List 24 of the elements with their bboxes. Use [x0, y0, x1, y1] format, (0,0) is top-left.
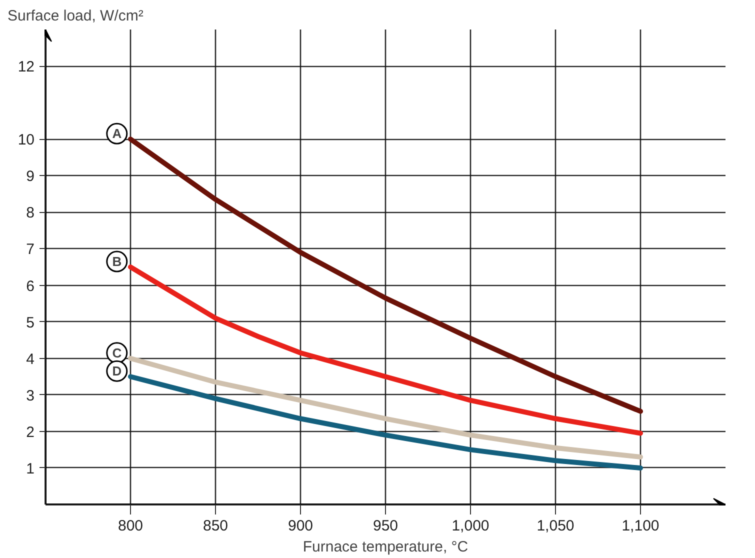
x-tick-label: 850 [202, 518, 228, 534]
series-label: D [112, 364, 122, 379]
series-label: A [112, 126, 122, 142]
y-tick-label: 9 [26, 168, 34, 186]
x-axis-title: Furnace temperature, °C [302, 538, 468, 556]
y-tick-label: 12 [18, 58, 35, 76]
y-tick-label: 5 [26, 314, 34, 332]
x-tick-label: 1,000 [452, 518, 490, 534]
x-tick-label: 900 [288, 518, 314, 534]
y-tick-label: 3 [26, 387, 34, 404]
y-tick-label: 1 [26, 460, 34, 478]
y-tick-label: 7 [26, 241, 34, 258]
y-axis-title: Surface load, W/cm² [8, 8, 144, 24]
series-label: C [112, 345, 122, 360]
y-tick-label: 10 [18, 132, 35, 149]
x-tick-label: 1,050 [536, 518, 574, 534]
y-tick-label: 8 [26, 204, 34, 222]
y-tick-label: 2 [26, 424, 34, 441]
series-label: B [112, 254, 122, 270]
x-tick-label: 950 [372, 518, 398, 534]
y-tick-label: 4 [26, 350, 34, 368]
x-tick-label: 800 [118, 518, 144, 534]
x-tick-label: 1,100 [622, 518, 660, 534]
y-tick-label: 6 [26, 278, 34, 295]
